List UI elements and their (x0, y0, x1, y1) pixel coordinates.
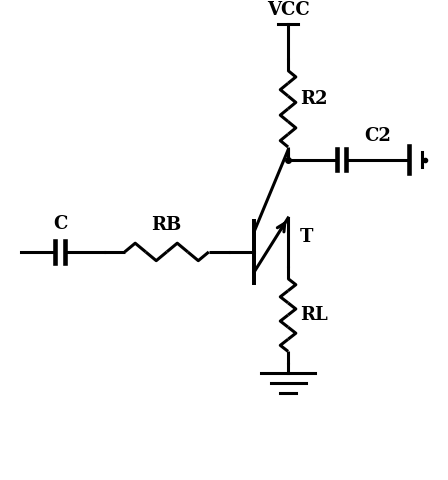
Text: R2: R2 (300, 90, 327, 108)
Text: RB: RB (151, 216, 182, 234)
Text: VCC: VCC (267, 1, 310, 19)
Text: C2: C2 (364, 127, 391, 145)
Text: C: C (53, 216, 67, 233)
Text: RL: RL (300, 306, 327, 324)
Text: T: T (300, 228, 313, 246)
